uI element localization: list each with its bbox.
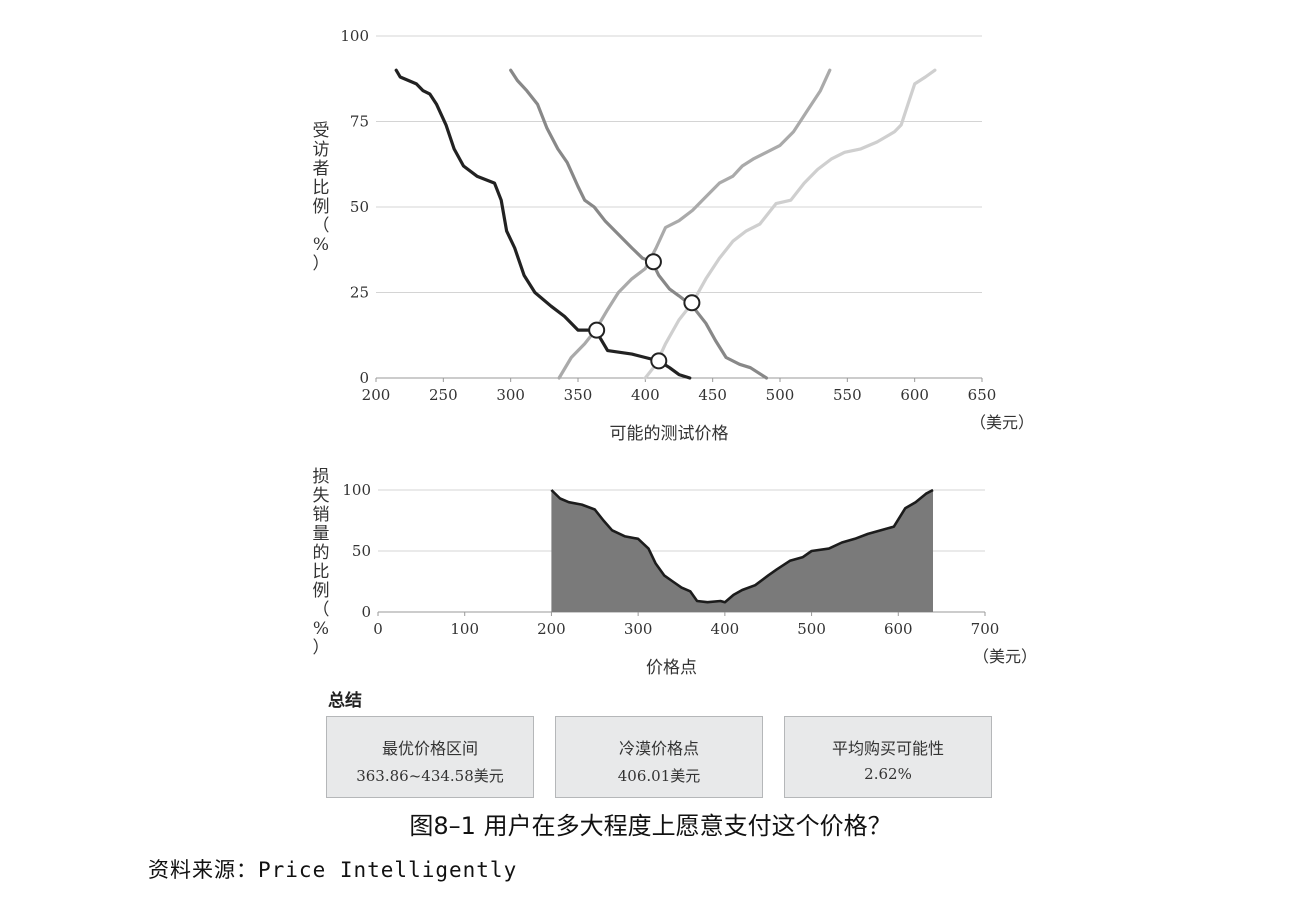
summary-box-label: 冷漠价格点 <box>618 739 699 758</box>
y-tick-label: 100 <box>342 481 371 499</box>
lost-sales-outline <box>550 488 934 604</box>
summary-box-label: 最优价格区间 <box>381 739 478 758</box>
y-tick-label: 50 <box>350 198 369 216</box>
summary-box-optimal-range: 最优价格区间 363.86~434.58美元 <box>326 716 534 798</box>
x-tick-label: 100 <box>450 620 479 638</box>
x-tick-label: 200 <box>362 386 391 404</box>
x-tick-label: 600 <box>900 386 929 404</box>
y-axis-label: 损失销量的比例（%） <box>313 467 330 658</box>
x-axis-label: 价格点 <box>646 658 697 678</box>
x-axis-unit: （美元） <box>970 413 1034 432</box>
x-tick-label: 400 <box>711 620 740 638</box>
figure-caption: 图8–1 用户在多大程度上愿意支付这个价格？ <box>409 812 892 840</box>
intersection-point <box>644 253 662 271</box>
y-tick-label: 100 <box>340 27 369 45</box>
x-tick-label: 200 <box>537 620 566 638</box>
lost-sales-area <box>551 490 933 612</box>
summary-box-value: 2.62% <box>864 765 912 783</box>
x-tick-label: 0 <box>373 620 383 638</box>
x-tick-label: 350 <box>564 386 593 404</box>
x-tick-label: 300 <box>496 386 525 404</box>
x-tick-label: 600 <box>884 620 913 638</box>
x-axis-unit: （美元） <box>973 647 1037 666</box>
x-tick-label: 400 <box>631 386 660 404</box>
series-line-2 <box>509 68 769 380</box>
van-westendorp-line-chart: 0 25 50 75 100 200 250 300 350 400 450 500 550 600 650… <box>313 27 1035 444</box>
series-line-4 <box>643 68 937 380</box>
x-tick-label: 300 <box>624 620 653 638</box>
lost-sales-area-chart: 0 50 100 0 100 200 300 400 500 600 700 （美元） 价格点 损失销量的… <box>313 467 1038 678</box>
x-axis-label: 可能的测试价格 <box>610 424 729 444</box>
y-tick-label: 50 <box>352 542 371 560</box>
summary-box-purchase-likelihood: 平均购买可能性 2.62% <box>784 716 992 798</box>
summary-box-value: 363.86~434.58美元 <box>356 767 504 785</box>
y-tick-label: 75 <box>350 113 369 131</box>
source-note: 资料来源：Price Intelligently <box>148 858 518 882</box>
summary-title: 总结 <box>328 691 362 711</box>
y-tick-label: 25 <box>350 284 369 302</box>
y-tick-label: 0 <box>361 603 371 621</box>
x-tick-label: 250 <box>429 386 458 404</box>
intersection-point <box>588 321 606 339</box>
x-tick-label: 500 <box>766 386 795 404</box>
summary-box-label: 平均购买可能性 <box>831 739 944 758</box>
y-axis-label: 受访者比例（%） <box>313 121 330 274</box>
x-tick-label: 500 <box>797 620 826 638</box>
y-tick-label: 0 <box>359 369 369 387</box>
x-tick-label: 650 <box>968 386 997 404</box>
series-line-1 <box>394 68 692 380</box>
summary-box-indifference-point: 冷漠价格点 406.01美元 <box>555 716 763 798</box>
summary-box-value: 406.01美元 <box>617 767 701 785</box>
series-line-3 <box>557 68 832 380</box>
x-tick-label: 450 <box>698 386 727 404</box>
x-tick-label: 550 <box>833 386 862 404</box>
intersection-point <box>683 294 701 312</box>
intersection-point <box>650 352 668 370</box>
x-tick-label: 700 <box>971 620 1000 638</box>
